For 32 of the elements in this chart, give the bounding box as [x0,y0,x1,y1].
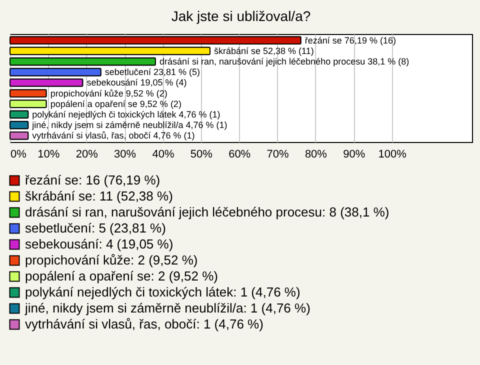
legend-label: jiné, nikdy jsem si záměrně neublížil/a: 1 (4,76 %) [24,300,310,316]
data-label: drásání si ran, narušování jejich léčebného procesu 38,1 % (8) [159,56,410,67]
x-tick-label: 80% [304,148,328,160]
chart-title: Jak jste si ubližoval/a? [171,8,311,24]
data-label: polykání nejedlých či toxických látek 4,76 % (1) [32,109,220,120]
x-tick-label: 10% [38,148,60,160]
data-label: vytrhávání si vlasů, řas, obočí 4,76 % (1) [32,130,195,141]
x-tick-label: 100% [378,148,407,160]
x-tick-label: 50% [190,148,213,160]
legend-label: škrábání se: 11 (52,38 %) [25,188,173,204]
legend-label: propichování kůže: 2 (9,52 %) [25,252,198,268]
legend-label: sebetlučení: 5 (23,81 %) [25,220,166,236]
x-tick-label: 90% [343,148,366,160]
legend-label: polykání nejedlých či toxických látek: 1 (4,76 %) [25,284,300,300]
data-label: řezání se 76,19 % (16) [304,35,396,46]
legend-label: drásání si ran, narušování jejich léčebného procesu: 8 (38,1 %) [25,204,390,220]
legend-label: sebekousání: 4 (19,05 %) [25,236,174,252]
data-label: sebetlučení 23,81 % (5) [104,67,200,78]
data-label: jiné, nikdy jsem si záměrně neublížil/a 4,76 % (1) [31,120,228,130]
legend-label: popálení a opaření se: 2 (9,52 %) [25,268,218,284]
data-label: sebekousání 19,05 % (4) [86,78,187,88]
data-label: škrábání se 52,38 % (11) [214,46,314,56]
x-tick-label: 0% [10,148,27,160]
x-tick-label: 40% [152,148,174,160]
data-label: popálení a opaření se 9,52 % (2) [50,98,182,109]
legend-label: řezání se: 16 (76,19 %) [25,172,160,188]
x-tick-label: 70% [266,148,289,160]
data-label: propichování kůže 9,52 % (2) [50,88,168,98]
legend-label: vytrhávání si vlasů, řas, obočí: 1 (4,76 %) [25,316,264,332]
x-tick-label: 20% [76,148,98,160]
x-tick-label: 60% [228,148,251,160]
x-tick-label: 30% [114,148,136,160]
